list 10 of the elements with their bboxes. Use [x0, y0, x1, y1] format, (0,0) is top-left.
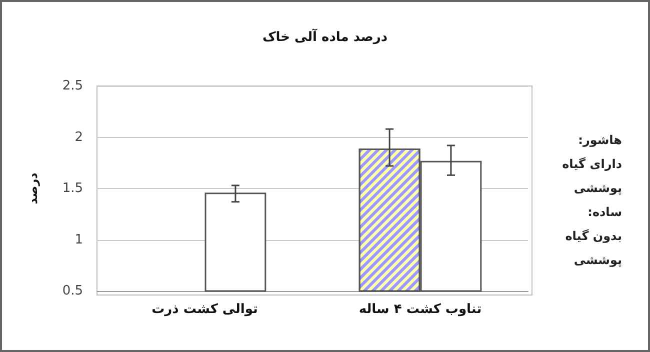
x-tick-label: تناوب کشت ۴ ساله	[358, 302, 482, 317]
y-tick-label: 0.5	[62, 284, 83, 298]
y-tick-label: 2	[74, 130, 83, 145]
chart-title: درصد ماده آلی خاک	[262, 28, 388, 45]
y-tick-label: 1	[74, 232, 83, 248]
text: هاشور: دارای گیاه پوششی ساده: بدون گیاه پوششی	[562, 132, 622, 269]
y-tick-label: 1.5	[62, 181, 83, 196]
y-axis-title: درصد	[26, 172, 40, 204]
x-tick-label: توالی کشت ذرت	[152, 302, 258, 317]
y-tick-label: 2.5	[62, 78, 83, 94]
